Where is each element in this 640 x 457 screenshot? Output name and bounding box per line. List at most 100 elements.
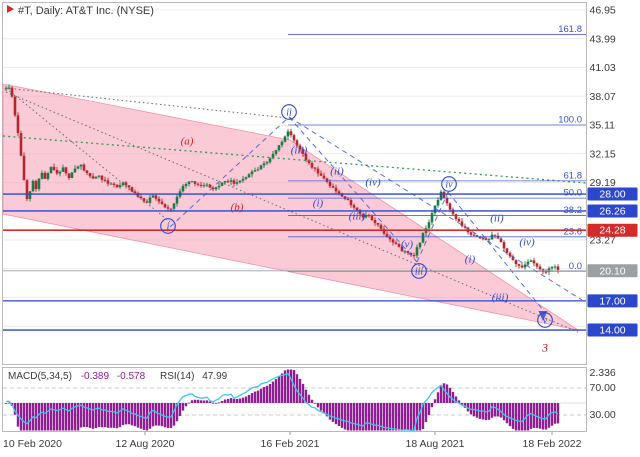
candle-body [322, 175, 326, 179]
macd-histogram-bar [52, 403, 56, 431]
wave-label: (i) [313, 198, 324, 210]
macd-histogram-bar [121, 403, 125, 426]
candle-body [256, 169, 260, 171]
macd-histogram-bar [271, 381, 275, 403]
macd-histogram-bar [217, 402, 221, 404]
macd-histogram-bar [25, 403, 29, 431]
macd-histogram-bar [79, 403, 83, 428]
macd-histogram-bar [247, 394, 251, 403]
time-axis-label: 10 Feb 2020 [3, 438, 62, 450]
time-axis-label: 18 Feb 2022 [523, 438, 582, 450]
macd-histogram-bar [307, 394, 311, 403]
macd-histogram-bar [295, 374, 299, 403]
candle-body [7, 87, 11, 89]
fib-label: 0.0 [569, 261, 582, 272]
candle-body [37, 178, 41, 190]
macd-histogram-bar [61, 403, 65, 431]
elliott-wave-labels: (a)(b)iii(iii)(i)(ii)(iii)(iv)(v)iiiiv(i… [160, 104, 553, 355]
macd-histogram-bar [235, 399, 239, 403]
macd-histogram-bar [523, 403, 527, 431]
macd-histogram-bar [211, 402, 215, 404]
candle-body [46, 173, 50, 179]
candle-body [313, 167, 317, 169]
candle-body [97, 175, 101, 177]
candle-body [529, 260, 533, 262]
candle-body [403, 251, 407, 253]
candle-body [382, 228, 386, 234]
macd-histogram-bar [340, 403, 344, 428]
candle-body [373, 219, 377, 224]
macd-histogram-bar [22, 403, 26, 431]
macd-label: MACD(5,34,5) [8, 371, 72, 382]
macd-histogram-bar [430, 403, 434, 408]
candle-body [388, 236, 392, 240]
candle-body [244, 177, 248, 179]
price-level-box-label: 17.00 [599, 295, 625, 307]
candle-body [277, 145, 281, 151]
macd-histogram-bar [7, 402, 11, 404]
macd-histogram-bar [301, 383, 305, 403]
macd-histogram-bar [346, 403, 350, 431]
candle-body [511, 256, 515, 261]
macd-histogram-bar [70, 403, 74, 431]
candle-body [289, 131, 293, 136]
candle-body [487, 239, 491, 241]
candle-body [184, 184, 188, 186]
candle-body [292, 135, 296, 141]
candle-body [385, 233, 389, 237]
macd-histogram-bar [334, 403, 338, 425]
macd-histogram-bar [436, 392, 440, 403]
macd-histogram-bar [556, 403, 560, 424]
macd-histogram-bar [13, 403, 17, 415]
macd-histogram-bar [394, 403, 398, 431]
candle-body [247, 174, 251, 178]
candle-body [283, 136, 287, 142]
candle-body [286, 131, 290, 137]
price-level-box [587, 264, 638, 278]
candle-body [304, 153, 308, 161]
candle-body [418, 242, 422, 248]
candle-body [214, 187, 218, 190]
candle-body [4, 88, 8, 90]
wave-label: 3 [541, 341, 548, 355]
candle-body [400, 246, 404, 252]
macd-histogram-bar [379, 403, 383, 431]
macd-histogram-bar [4, 403, 8, 404]
macd-histogram-bar [403, 403, 407, 431]
fib-label: 161.8 [558, 24, 582, 35]
macd-histogram-bar [400, 403, 404, 431]
macd-histogram-bar [316, 403, 320, 408]
macd-histogram-bar [304, 389, 308, 403]
macd-histogram-bar [118, 403, 122, 428]
candle-body [133, 191, 137, 193]
candle-body [151, 195, 155, 198]
trendline-annotations [2, 87, 587, 333]
candle-body [235, 182, 239, 184]
price-axis: 46.95 43.99 41.03 38.07 35.11 32.15 29.19 23.27… [587, 5, 638, 337]
macd-histogram-bar [313, 403, 317, 404]
candle-body [334, 187, 338, 192]
macd-histogram-bar [349, 403, 353, 431]
candle-body [442, 191, 446, 199]
candle-body [436, 199, 440, 206]
macd-signal-value: -0.578 [117, 371, 146, 382]
candle-body [481, 238, 485, 240]
candle-body [31, 180, 35, 192]
candle-body [181, 185, 185, 192]
macd-histogram-bar [187, 402, 191, 404]
macd-histogram-bar [511, 403, 515, 429]
candles [4, 84, 560, 276]
macd-histogram-bar [514, 403, 518, 431]
candle-body [82, 164, 86, 171]
macd-histogram-bar [373, 403, 377, 431]
macd-histogram-bar [256, 390, 260, 403]
candle-body [202, 185, 206, 187]
price-tick-label: 38.07 [590, 91, 616, 103]
candle-body [550, 267, 554, 269]
price-level-box [587, 204, 638, 218]
macd-histogram-bar [310, 399, 314, 403]
candle-body [52, 166, 56, 171]
macd-histogram-bar [451, 391, 455, 403]
